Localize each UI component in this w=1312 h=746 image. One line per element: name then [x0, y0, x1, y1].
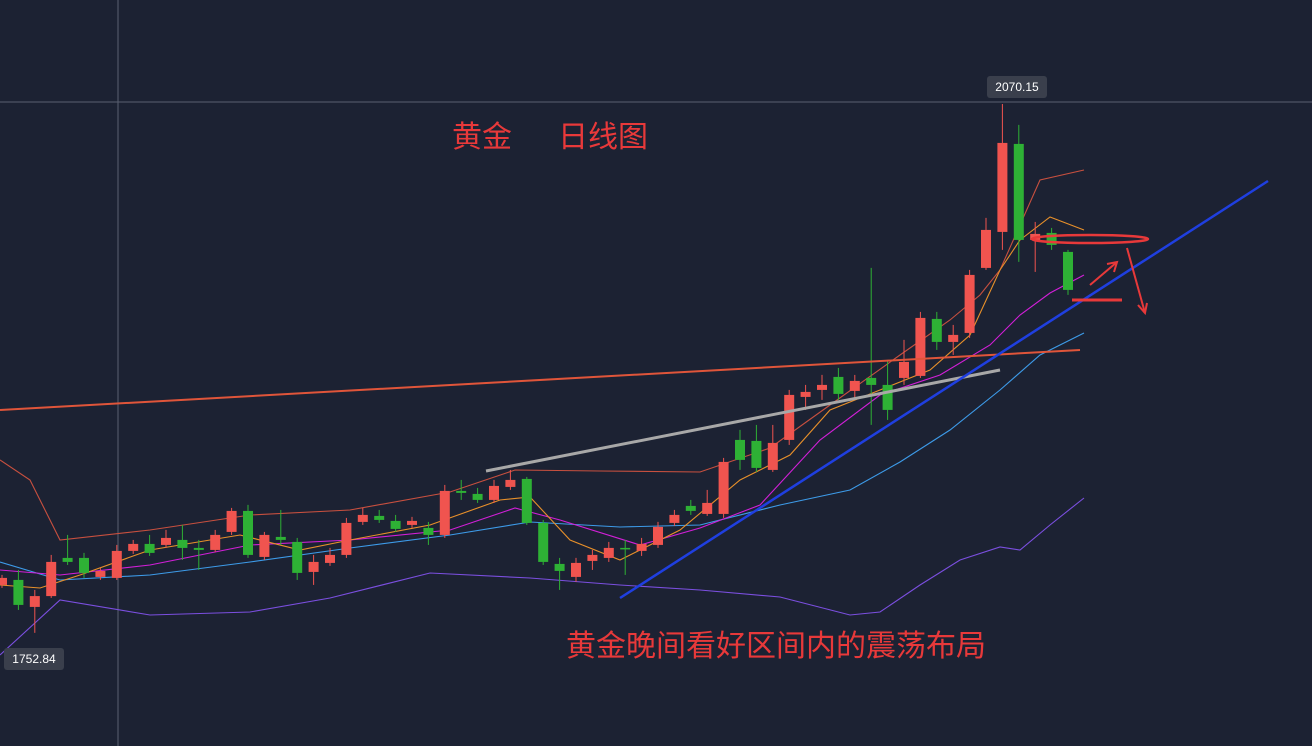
candle-body [554, 563, 565, 571]
candle-body [767, 442, 778, 470]
candle-body [981, 229, 991, 268]
trend-line [0, 349, 1081, 411]
candle-body [1013, 143, 1024, 240]
ma-line [0, 216, 1085, 589]
title: 黄金 [452, 120, 512, 155]
candle-body [128, 543, 139, 551]
candles [0, 104, 1073, 633]
ma-line [0, 332, 1085, 581]
candle-body [0, 577, 7, 585]
candle-body [735, 439, 745, 460]
candle-body [390, 520, 401, 529]
candle-body [636, 543, 647, 551]
candle-body [456, 490, 467, 493]
candle-body [669, 514, 680, 523]
upper-band [0, 169, 1085, 541]
candle-body [620, 547, 631, 550]
candle-body [62, 557, 73, 562]
trend-line [485, 368, 1001, 473]
lower-band [0, 497, 1085, 656]
candle-body [915, 317, 926, 376]
candle-body [931, 318, 942, 342]
candle-body [374, 515, 385, 520]
candle-body [341, 522, 352, 555]
subtitle: 日线图 [558, 120, 648, 155]
low-price-label: 1752.84 [12, 652, 56, 666]
candle-body [882, 384, 893, 410]
candle-body [95, 570, 106, 577]
candle-body [210, 534, 221, 550]
candle-body [702, 502, 713, 514]
candle-body [571, 562, 581, 577]
candle-body [489, 485, 499, 500]
candle-body [1063, 251, 1073, 290]
candle-body [29, 596, 40, 607]
candle-body [13, 579, 24, 605]
ma-line [0, 274, 1085, 576]
candle-body [800, 391, 811, 397]
candle-body [948, 334, 959, 342]
candle-body [521, 478, 532, 523]
candle-body [193, 547, 204, 550]
candle-body [653, 526, 663, 545]
candle-body [325, 554, 335, 563]
price-tag-box [987, 76, 1047, 98]
candle-body [144, 543, 155, 553]
candle-body [423, 527, 434, 535]
annotation: 黄金晚间看好区间内的震荡布局 [566, 629, 986, 664]
arrow-head [1106, 260, 1119, 273]
candle-body [472, 493, 483, 500]
arrow [1089, 261, 1118, 286]
candle-body [292, 541, 303, 573]
candle-body [111, 550, 122, 578]
candle-body [964, 274, 975, 333]
arrow-head [1137, 302, 1148, 316]
candle-body [603, 547, 614, 558]
candle-body [407, 520, 417, 525]
candle-body [1046, 232, 1057, 245]
arrow [1126, 247, 1146, 314]
candle-body [243, 510, 253, 555]
candle-body [751, 440, 762, 468]
high-price-label: 2070.15 [995, 80, 1039, 94]
indicators [0, 169, 1085, 656]
candle-body [718, 461, 729, 514]
candle-body [505, 479, 516, 487]
drawings [0, 179, 1269, 600]
candle-body [275, 536, 286, 540]
candle-body [866, 377, 877, 385]
candle-body [997, 142, 1008, 232]
candle-body [161, 537, 171, 545]
mark-ellipse [1030, 233, 1150, 245]
candle-body [79, 557, 89, 573]
candle-body [538, 522, 549, 562]
candle-body [259, 534, 270, 557]
candle-body [587, 554, 598, 561]
price-tag-box [4, 648, 64, 670]
candle-body [685, 505, 696, 511]
candle-body [439, 490, 450, 535]
candle-body [226, 510, 237, 532]
candle-body [817, 384, 827, 390]
candle-body [849, 380, 860, 391]
candle-body [308, 561, 319, 572]
candle-body [357, 514, 368, 522]
candle-body [177, 539, 188, 548]
candle-body [784, 394, 795, 440]
trend-line [619, 179, 1269, 600]
candle-body [46, 561, 57, 597]
candle-body [833, 376, 844, 394]
candle-body [899, 361, 909, 378]
